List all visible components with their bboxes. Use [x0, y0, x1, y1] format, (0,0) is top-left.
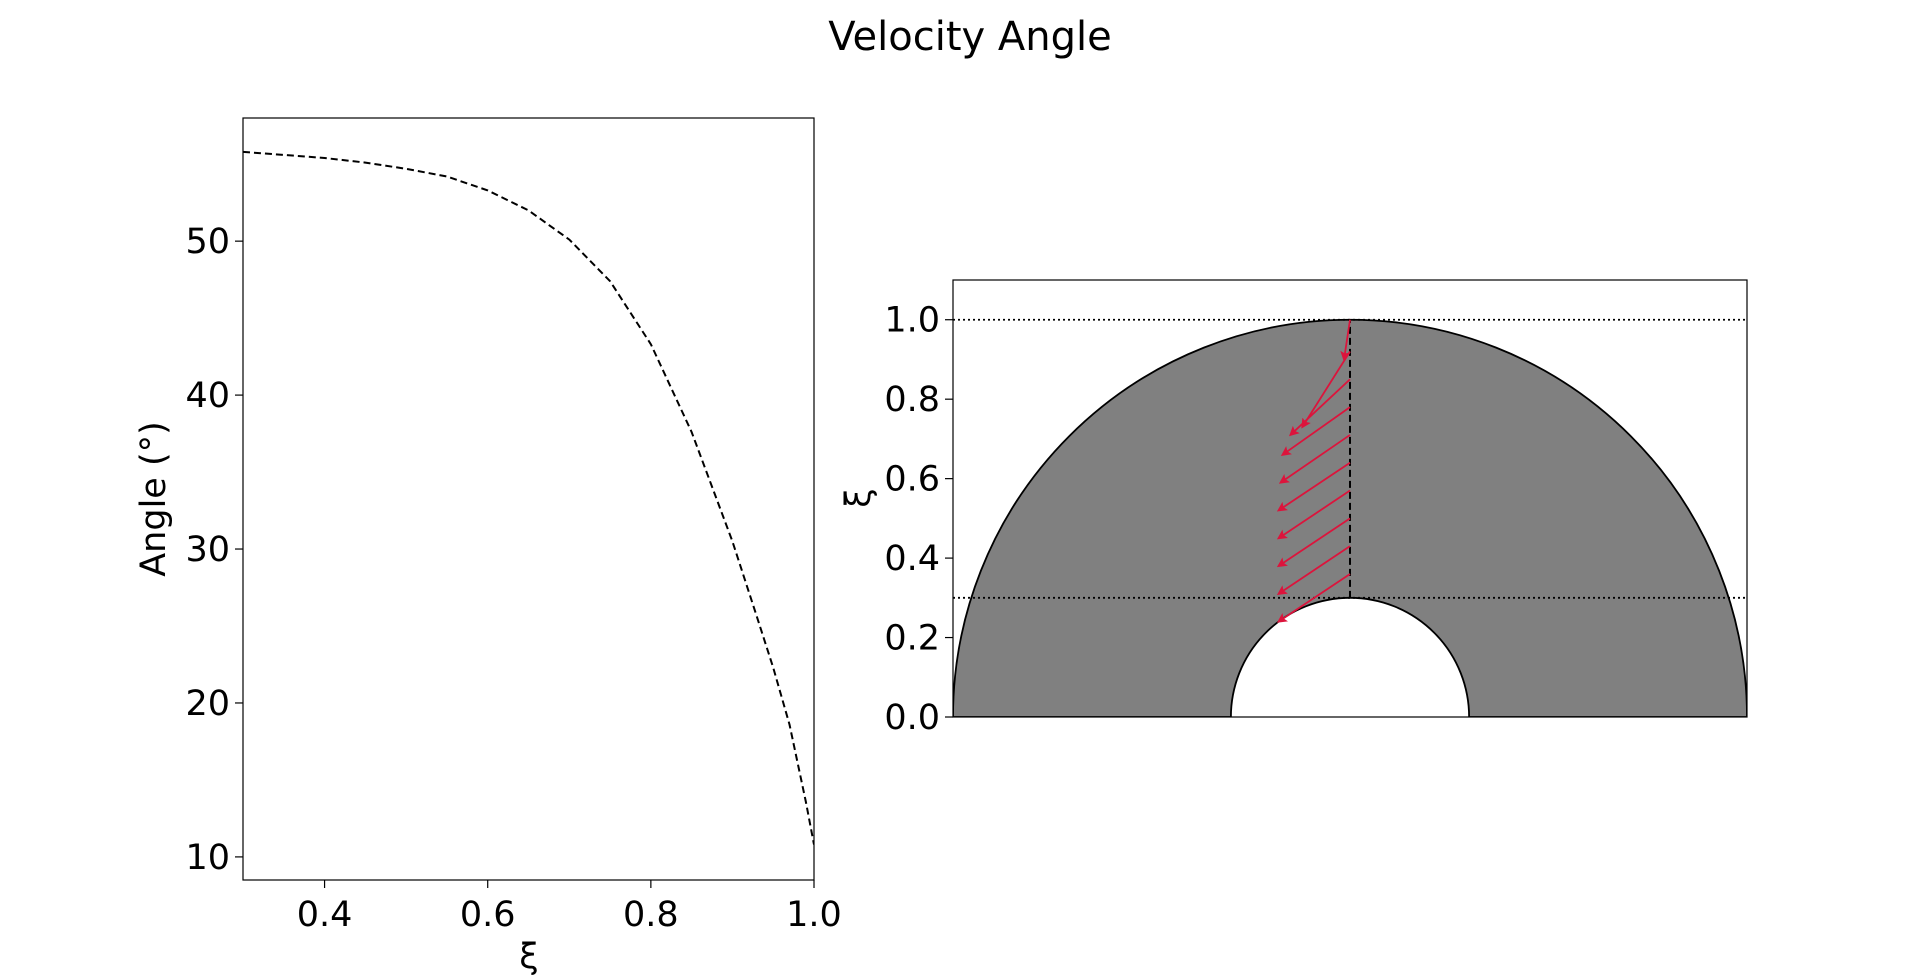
angle-axes-frame — [242, 117, 815, 881]
y-tick-label: 40 — [185, 376, 230, 416]
velocity-arrow — [1288, 378, 1351, 437]
y-tick-label: 0.4 — [884, 539, 940, 579]
angle-plot-area — [243, 150, 814, 845]
y-tick-label: 1.0 — [884, 301, 940, 341]
velocity-arrow — [1278, 434, 1351, 484]
y-tick-label: 20 — [185, 684, 230, 724]
y-tick-label: 0.8 — [884, 380, 940, 420]
annulus-axes-frame — [952, 279, 1748, 718]
angle-line-chart: 0.4 0.6 0.8 1.0 10 20 30 40 50 ξ Angle (°) — [134, 117, 842, 977]
annulus-y-ticks: 0.0 0.2 0.4 0.6 0.8 1.0 — [884, 301, 953, 738]
y-tick-label: 0.0 — [884, 698, 940, 738]
figure-title: Velocity Angle — [828, 14, 1111, 60]
velocity-arrow — [1340, 319, 1351, 362]
x-tick-label: 0.8 — [623, 895, 679, 935]
angle-x-axis-label: ξ — [519, 937, 539, 977]
velocity-arrow — [1276, 461, 1351, 512]
annulus-y-axis-label: ξ — [839, 488, 879, 508]
y-tick-label: 50 — [185, 222, 230, 262]
y-tick-label: 30 — [185, 530, 230, 570]
y-tick-label: 0.6 — [884, 460, 940, 500]
velocity-arrow — [1276, 489, 1351, 540]
x-tick-label: 1.0 — [786, 895, 842, 935]
velocity-arrow — [1276, 545, 1351, 595]
angle-x-ticks: 0.4 0.6 0.8 1.0 — [297, 880, 842, 935]
angle-series-line-0 — [243, 150, 814, 845]
velocity-arrow — [1276, 517, 1351, 568]
y-tick-label: 0.2 — [884, 619, 940, 659]
x-tick-label: 0.6 — [460, 895, 516, 935]
angle-y-axis-label: Angle (°) — [134, 421, 174, 577]
y-tick-label: 10 — [185, 838, 230, 878]
velocity-arrow — [1280, 406, 1351, 456]
velocity-arrow — [1301, 351, 1351, 429]
annulus-plot-area — [953, 318, 1747, 717]
x-tick-label: 0.4 — [297, 895, 353, 935]
annulus-velocity-diagram: 0.0 0.2 0.4 0.6 0.8 1.0 ξ — [839, 279, 1748, 738]
angle-y-ticks: 10 20 30 40 50 — [185, 222, 243, 878]
velocity-arrow — [1276, 573, 1351, 623]
